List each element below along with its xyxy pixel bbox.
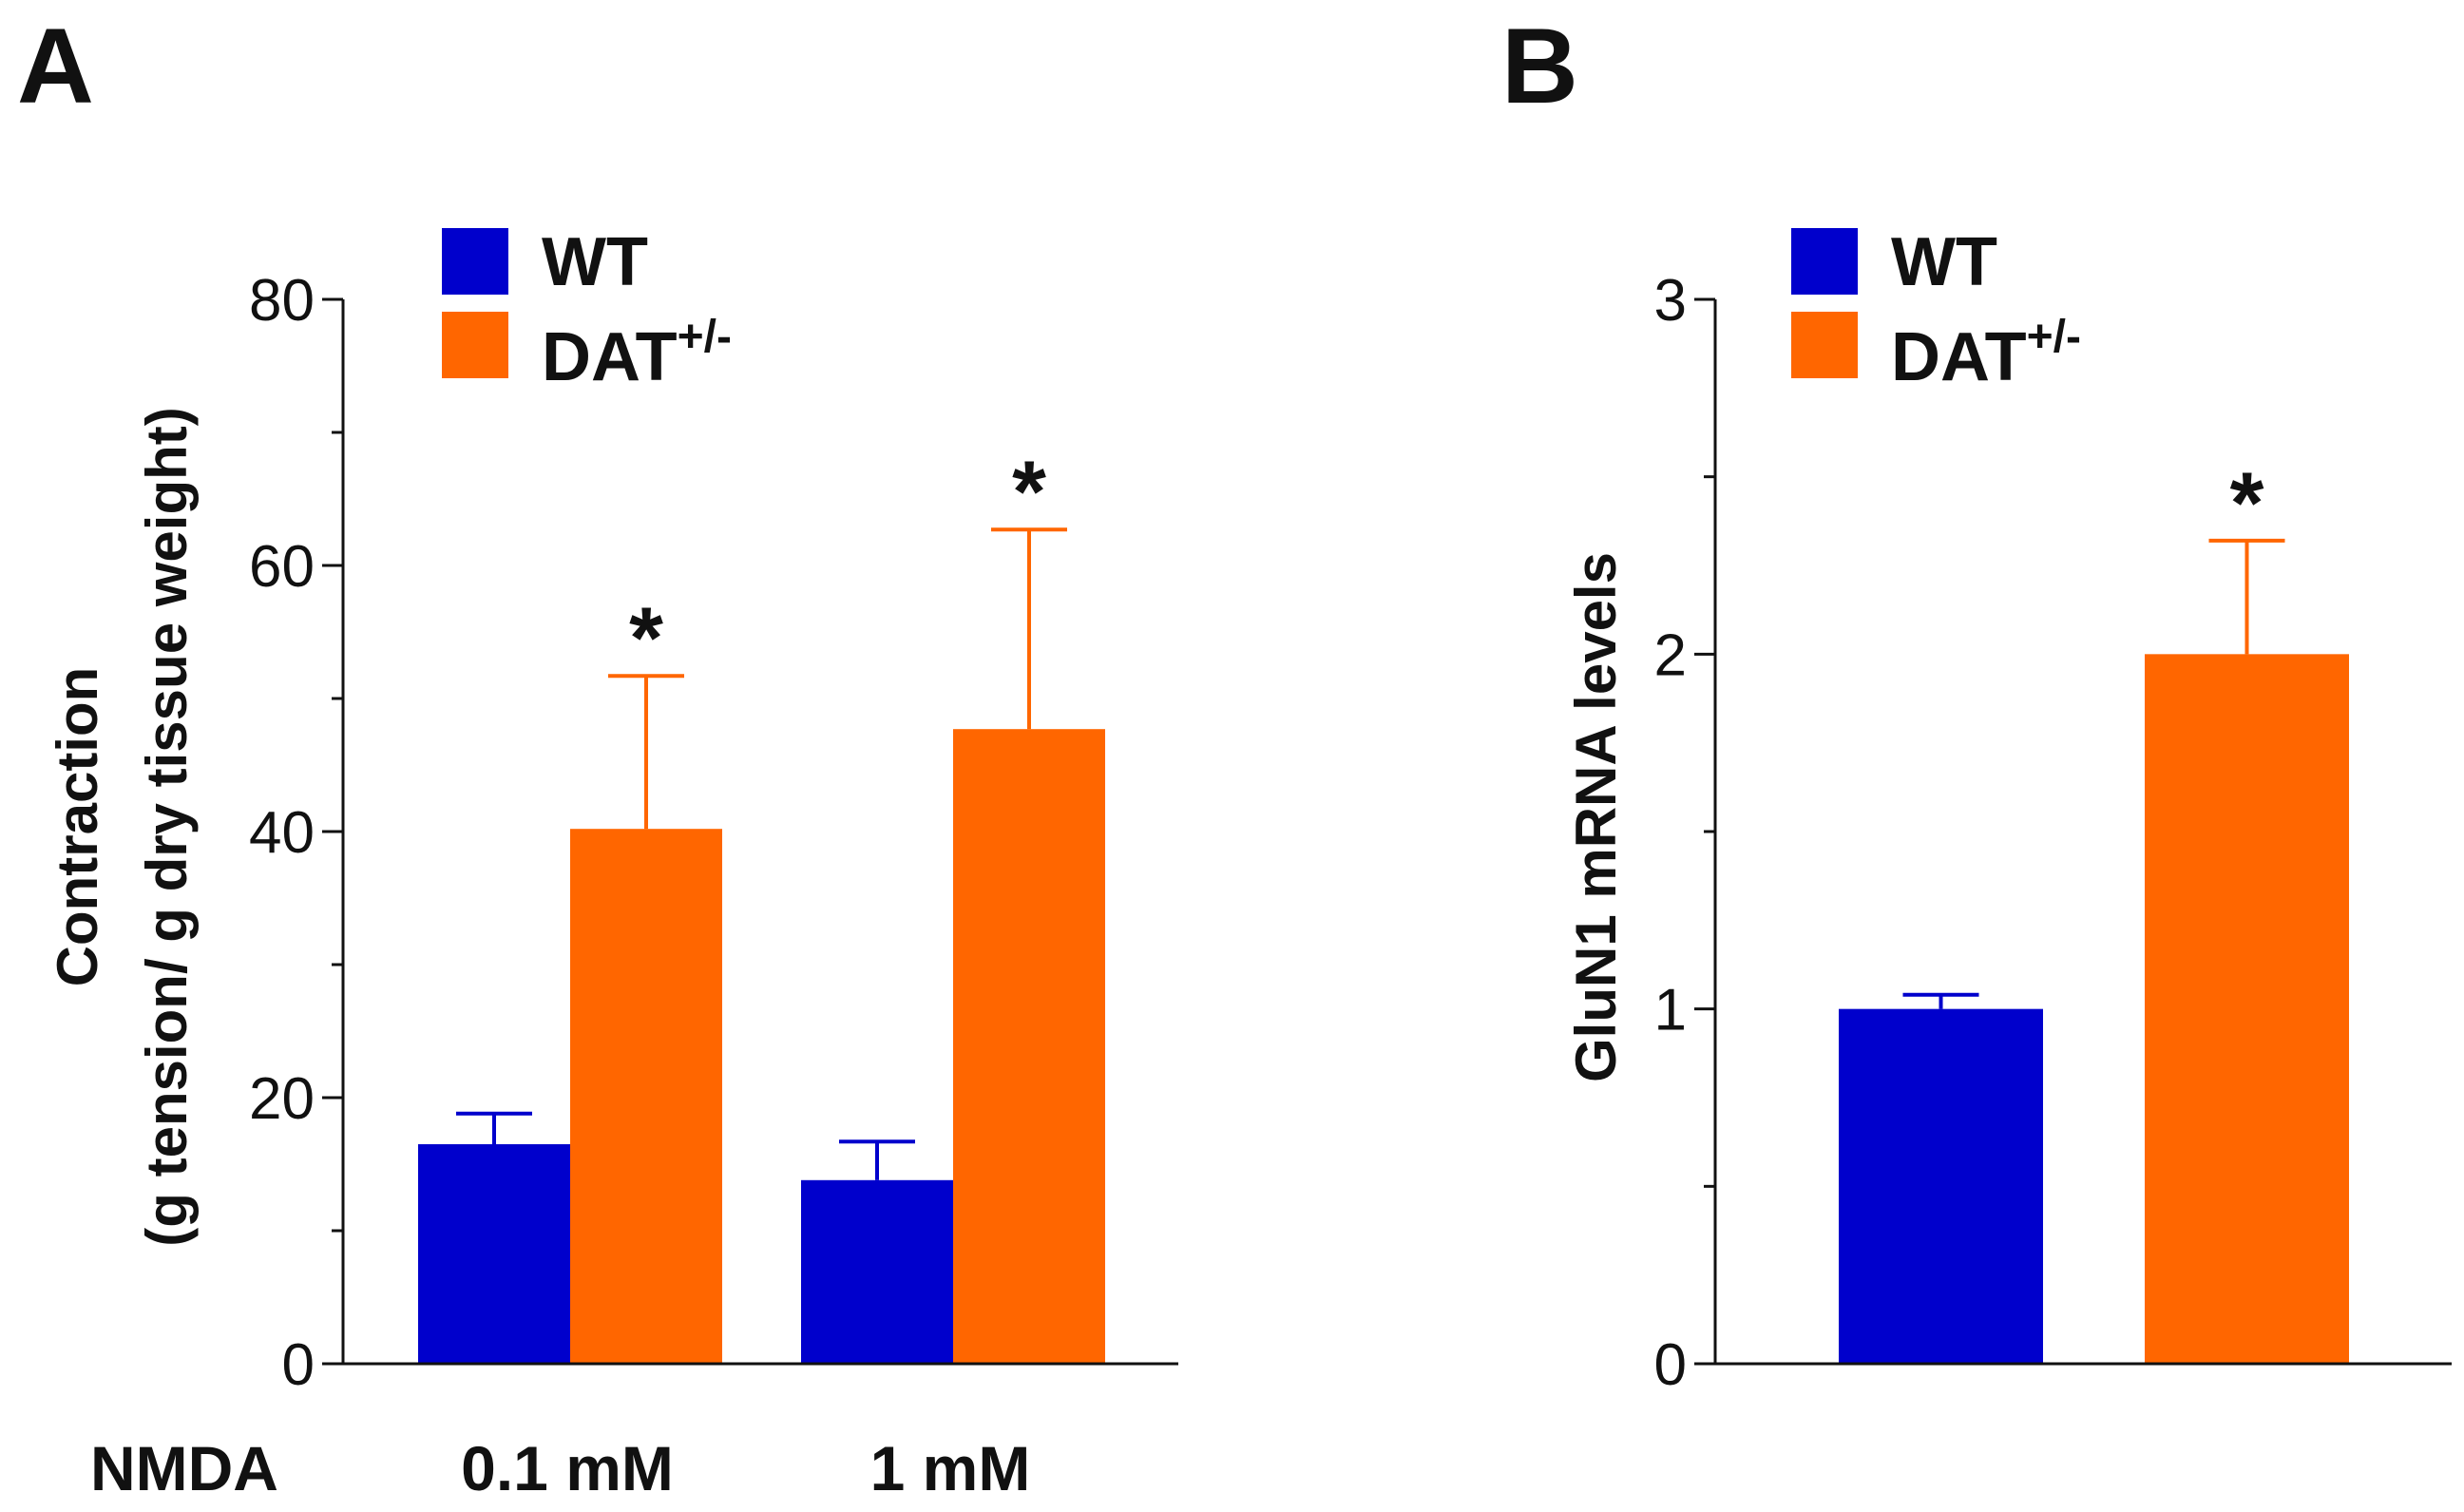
panel-a: A Contraction (g tension/ g dry tissue w…: [17, 7, 1178, 1503]
panel-a-bars: **: [418, 444, 1105, 1364]
panel-b-bar-1-bar: [2145, 654, 2349, 1364]
panel-a-y-tick-label-1: 20: [249, 1066, 315, 1132]
panel-a-x-label-1: 1 mM: [870, 1433, 1031, 1503]
panel-b-legend-dat-sup: +/-: [2027, 312, 2081, 362]
panel-a-letter: A: [17, 7, 94, 125]
panel-a-y-tick-label-0: 0: [282, 1332, 315, 1398]
panel-b-legend-swatch-dat: [1791, 312, 1858, 378]
panel-a-nmda-label: NMDA: [90, 1433, 278, 1503]
panel-a-y-tick-label-4: 80: [249, 268, 315, 334]
panel-b-legend-label-dat: DAT+/-: [1891, 312, 2081, 395]
panel-a-y-tick-label-2: 40: [249, 800, 315, 866]
panel-b-legend-dat-base: DAT: [1891, 319, 2027, 395]
panel-a-y-label-line1: Contraction: [46, 667, 109, 987]
panel-b-legend-label-wt: WT: [1891, 224, 1997, 300]
panel-a-legend-dat-base: DAT: [542, 319, 678, 395]
panel-a-group-0-series-0-bar: [418, 1144, 570, 1364]
panel-a-group-1-series-1-bar: [953, 729, 1105, 1364]
panel-b-letter: B: [1501, 7, 1578, 125]
panel-a-group-0-series-1-significance-star: *: [629, 590, 663, 687]
panel-b-y-label: GluN1 mRNA levels: [1564, 552, 1628, 1082]
panel-a-group-1-series-1-significance-star: *: [1012, 444, 1046, 541]
panel-b-y-tick-label-2: 2: [1654, 622, 1687, 688]
panel-a-y-label-line2: (g tension/ g dry tissue weight): [135, 407, 199, 1246]
panel-a-legend: WT DAT+/-: [442, 224, 732, 395]
panel-a-legend-swatch-wt: [442, 228, 508, 295]
panel-b-y-tick-label-1: 1: [1654, 978, 1687, 1043]
panel-a-y-tick-label-3: 60: [249, 534, 315, 600]
panel-a-x-label-0: 0.1 mM: [461, 1433, 674, 1503]
panel-a-legend-label-dat: DAT+/-: [542, 312, 732, 395]
panel-a-legend-dat-sup: +/-: [678, 312, 732, 362]
panel-a-group-1-series-0-bar: [801, 1179, 953, 1364]
panel-b-bars: *: [1839, 455, 2349, 1364]
panel-b-y-tick-label-3: 3: [1654, 268, 1687, 334]
panel-a-group-0-series-1-bar: [570, 829, 722, 1364]
panel-b: B GluN1 mRNA levels 0 1 2 3 * WT DAT+/-: [1501, 7, 2452, 1398]
panel-b-bar-0-bar: [1839, 1008, 2043, 1364]
panel-a-y-axis-title: Contraction (g tension/ g dry tissue wei…: [46, 407, 199, 1246]
panel-b-legend-swatch-wt: [1791, 228, 1858, 295]
panel-a-y-ticks: 0 20 40 60 80: [249, 268, 343, 1398]
panel-a-legend-swatch-dat: [442, 312, 508, 378]
panel-b-bar-1-significance-star: *: [2230, 455, 2264, 552]
panel-b-y-ticks: 0 1 2 3: [1654, 268, 1715, 1398]
panel-a-legend-label-wt: WT: [542, 224, 648, 300]
panel-b-y-tick-label-0: 0: [1654, 1332, 1687, 1398]
panel-b-legend: WT DAT+/-: [1791, 224, 2081, 395]
